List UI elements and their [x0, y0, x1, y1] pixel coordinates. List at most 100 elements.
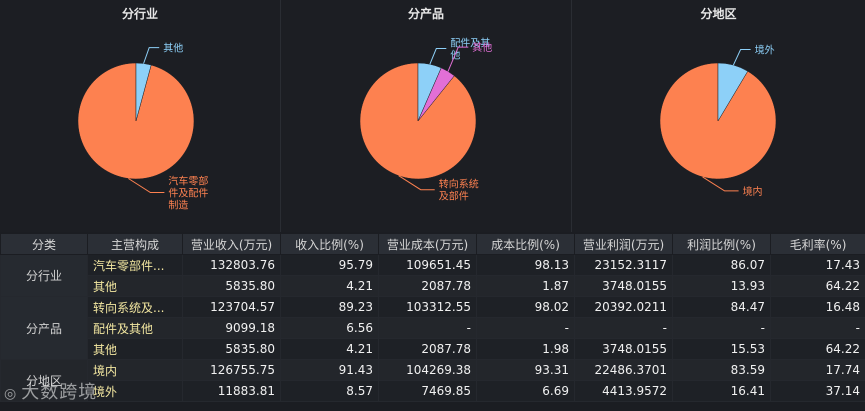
cell-composition: 汽车零部件... [87, 254, 183, 276]
table-row[interactable]: 境外 11883.81 8.57 7469.85 6.69 4413.9572 16.41 3… [1, 380, 865, 402]
cell-profit: - [574, 317, 673, 339]
pie-svg: 汽车零部件及配件制造 其他 [77, 42, 208, 211]
slice-label-line: 转向系统 [439, 178, 479, 191]
header-profit[interactable]: 营业利润(万元) [574, 233, 673, 255]
table-row[interactable]: 分行业 汽车零部件... 132803.76 95.79 109651.45 98.13 2… [0, 254, 865, 297]
table-row[interactable]: 其他 5835.80 4.21 2087.78 1.98 3748.0155 15.53 64… [1, 338, 865, 360]
cell-cost: 2087.78 [378, 338, 477, 360]
group-cell: 分地区 [0, 359, 88, 402]
cell-revenue: 9099.18 [182, 317, 281, 339]
cell-gross-margin: 64.22 [770, 275, 865, 297]
cell-profit-ratio: 15.53 [672, 338, 771, 360]
cell-cost: 103312.55 [378, 296, 477, 318]
chart-industry: 汽车零部件及配件制造 其他 分行业 [0, 0, 280, 232]
leader-line [128, 178, 165, 193]
header-cost[interactable]: 营业成本(万元) [378, 233, 477, 255]
header-gross-margin[interactable]: 毛利率(%) [770, 233, 865, 255]
group-cell: 分行业 [0, 254, 88, 297]
slice-label-line: 其他 [472, 41, 492, 54]
cell-cost-ratio: 93.31 [476, 359, 575, 381]
cell-composition: 境内 [87, 359, 183, 381]
cell-gross-margin: 37.14 [770, 380, 865, 402]
cell-revenue-ratio: 4.21 [280, 338, 379, 360]
cell-cost: - [378, 317, 477, 339]
leader-line [702, 176, 739, 192]
watermark-text: 大数跨境 [21, 382, 98, 403]
cell-cost-ratio: 1.87 [476, 275, 575, 297]
slice-label-line: 汽车零部 [168, 174, 208, 187]
chart-region: 境内 境外 分地区 [572, 0, 865, 232]
leader-line [398, 175, 435, 191]
cell-profit-ratio: 83.59 [672, 359, 771, 381]
slice-label: 其他 [163, 42, 183, 55]
watermark: ◎ 大数跨境 [4, 378, 97, 404]
cell-gross-margin: - [770, 317, 865, 339]
cell-profit: 3748.0155 [574, 338, 673, 360]
cell-composition: 其他 [87, 338, 183, 360]
cell-profit: 3748.0155 [574, 275, 673, 297]
leader-line [732, 49, 751, 66]
table-row[interactable]: 分地区 境内 126755.75 91.43 104269.38 93.31 22486.3… [0, 359, 865, 402]
pie-svg: 境内 境外 [659, 44, 777, 198]
slice-label-line: 境外 [755, 44, 775, 57]
slice-label-line: 制造 [168, 198, 188, 211]
leader-line [447, 46, 469, 72]
cell-profit: 20392.0211 [574, 296, 673, 318]
chart-product: 转向系统及部件 配件及其他 其他 分产品 [281, 0, 571, 232]
header-composition[interactable]: 主营构成 [87, 233, 183, 255]
cell-revenue-ratio: 4.21 [280, 275, 379, 297]
cell-revenue: 126755.75 [182, 359, 281, 381]
cell-revenue-ratio: 91.43 [280, 359, 379, 381]
slice-label-line: 境内 [743, 185, 763, 198]
cell-revenue-ratio: 6.56 [280, 317, 379, 339]
cell-cost-ratio: - [476, 317, 575, 339]
cell-cost: 109651.45 [378, 254, 477, 276]
leader-line [429, 48, 447, 65]
cell-cost: 104269.38 [378, 359, 477, 381]
cell-cost: 2087.78 [378, 275, 477, 297]
charts-area: 汽车零部件及配件制造 其他 分行业 转向系统及部件 配件及其他 其他 分产品 境内 境外… [0, 0, 865, 232]
cell-revenue-ratio: 95.79 [280, 254, 379, 276]
cell-gross-margin: 16.48 [770, 296, 865, 318]
cell-revenue: 5835.80 [182, 275, 281, 297]
cell-profit: 4413.9572 [574, 380, 673, 402]
cell-revenue-ratio: 8.57 [280, 380, 379, 402]
header-revenue-ratio[interactable]: 收入比例(%) [280, 233, 379, 255]
slice-label: 其他 [472, 41, 492, 54]
header-profit-ratio[interactable]: 利润比例(%) [672, 233, 771, 255]
cell-composition: 转向系统及... [87, 296, 183, 318]
group-cell: 分产品 [0, 296, 88, 360]
slice-label-line: 其他 [163, 42, 183, 55]
cell-profit-ratio: 86.07 [672, 254, 771, 276]
chart-title: 分地区 [700, 7, 737, 21]
header-revenue[interactable]: 营业收入(万元) [182, 233, 281, 255]
cell-profit: 23152.3117 [574, 254, 673, 276]
pie-slice[interactable] [717, 62, 749, 122]
cell-profit-ratio: - [672, 317, 771, 339]
header-cost-ratio[interactable]: 成本比例(%) [476, 233, 575, 255]
cell-cost-ratio: 98.13 [476, 254, 575, 276]
cell-revenue-ratio: 89.23 [280, 296, 379, 318]
cell-profit-ratio: 84.47 [672, 296, 771, 318]
revenue-composition-table: 分类 主营构成 营业收入(万元) 收入比例(%) 营业成本(万元) 成本比例(%… [0, 233, 865, 402]
table-row[interactable]: 分产品 转向系统及... 123704.57 89.23 103312.55 98.02 2… [0, 296, 865, 360]
cell-cost: 7469.85 [378, 380, 477, 402]
cell-cost-ratio: 98.02 [476, 296, 575, 318]
divider [571, 0, 572, 232]
cell-gross-margin: 64.22 [770, 338, 865, 360]
cell-gross-margin: 17.43 [770, 254, 865, 276]
slice-label: 境内 [743, 185, 763, 198]
slice-label-line: 件及配件 [168, 187, 208, 199]
header-category[interactable]: 分类 [0, 233, 88, 255]
cell-revenue: 11883.81 [182, 380, 281, 402]
slice-label-line: 及部件 [439, 190, 469, 203]
table-row[interactable]: 配件及其他 9099.18 6.56- - - - - [1, 317, 865, 339]
chart-title: 分产品 [407, 7, 444, 21]
cell-composition: 配件及其他 [87, 317, 183, 339]
cell-cost-ratio: 1.98 [476, 338, 575, 360]
leader-line [143, 47, 160, 64]
logo-icon: ◎ [4, 386, 18, 402]
slice-label: 境外 [755, 44, 775, 57]
divider [280, 0, 281, 232]
table-row[interactable]: 其他 5835.80 4.21 2087.78 1.87 3748.0155 13.93 64… [1, 275, 865, 297]
